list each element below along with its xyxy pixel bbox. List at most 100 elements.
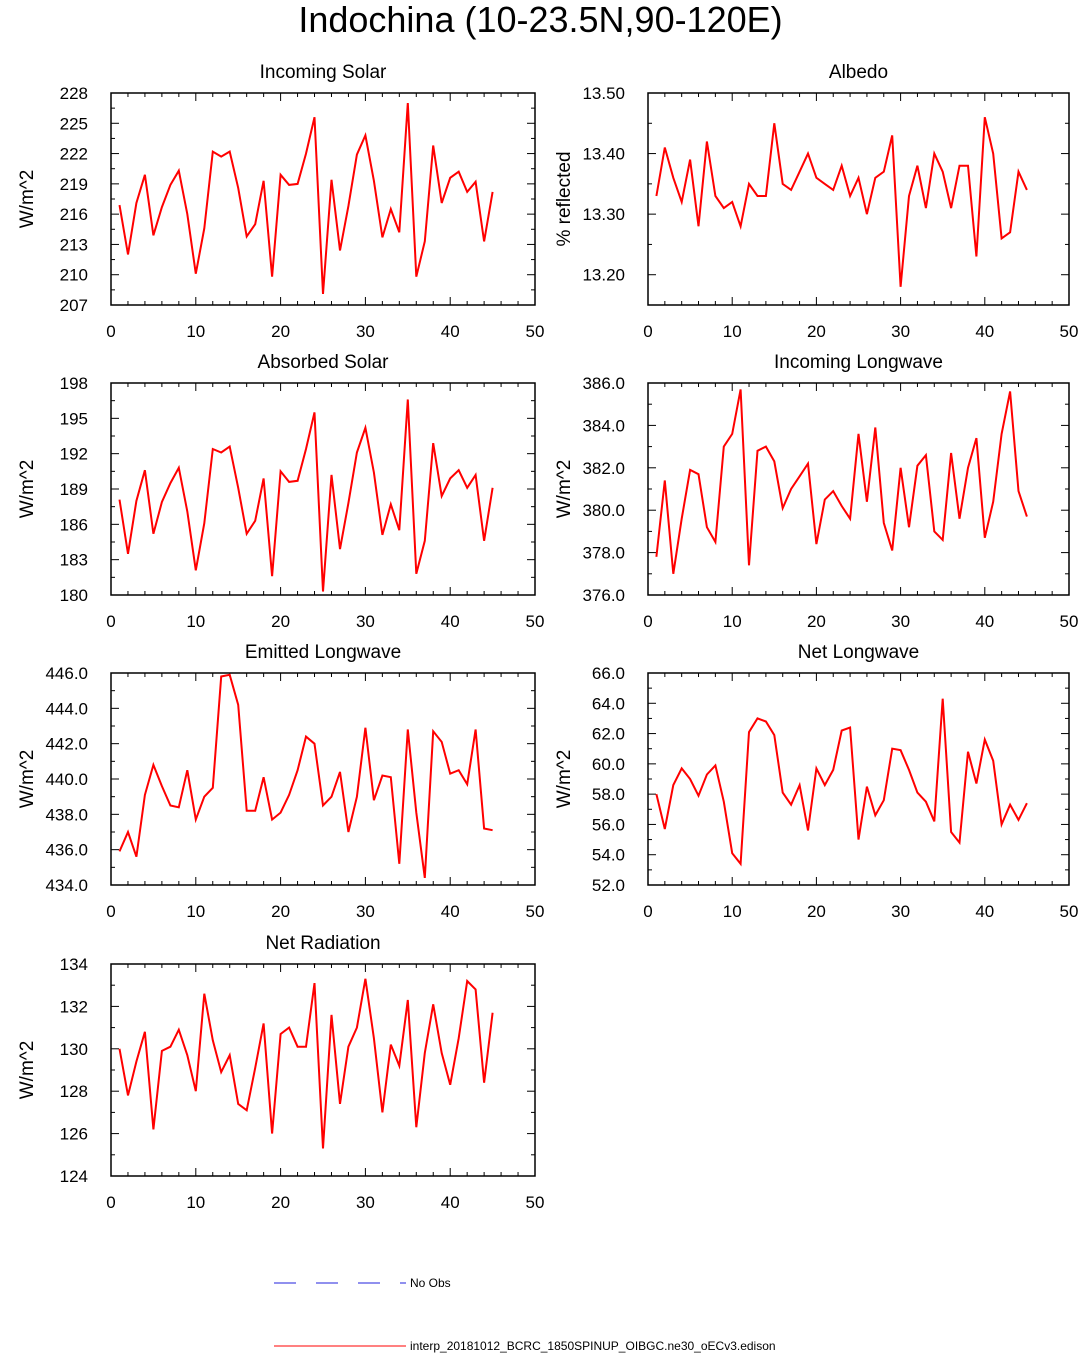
y-tick-label: 216 (60, 205, 88, 224)
series-line (118, 103, 494, 294)
x-tick-label: 50 (1060, 612, 1079, 631)
legend-label-model: interp_20181012_BCRC_1850SPINUP_OIBGC.ne… (410, 1339, 776, 1353)
y-tick-label: 130 (60, 1040, 88, 1059)
y-tick-label: 436.0 (45, 841, 88, 860)
y-tick-label: 126 (60, 1125, 88, 1144)
x-tick-label: 40 (441, 612, 460, 631)
y-tick-label: 56.0 (592, 815, 625, 834)
series-line (655, 116, 1028, 287)
x-tick-label: 40 (441, 902, 460, 921)
y-tick-label: 13.50 (582, 84, 625, 103)
y-tick-label: 210 (60, 266, 88, 285)
y-axis-label: W/m^2 (17, 170, 38, 229)
y-tick-label: 376.0 (582, 586, 625, 605)
x-tick-label: 30 (356, 902, 375, 921)
x-tick-label: 0 (106, 902, 115, 921)
x-tick-label: 0 (106, 612, 115, 631)
x-tick-label: 30 (891, 902, 910, 921)
y-tick-label: 382.0 (582, 459, 625, 478)
panel-incoming-solar: Incoming Solar W/m^2 0 10 20 30 40 50 207 210 213 2… (17, 62, 544, 341)
x-tick-label: 10 (723, 322, 742, 341)
y-axis-label: W/m^2 (554, 460, 575, 519)
y-axis-label: W/m^2 (17, 750, 38, 809)
y-tick-label: 186 (60, 515, 88, 534)
x-tick-label: 20 (807, 612, 826, 631)
y-tick-label: 386.0 (582, 374, 625, 393)
y-tick-label: 13.40 (582, 145, 625, 164)
y-tick-label: 378.0 (582, 544, 625, 563)
x-tick-label: 0 (643, 612, 652, 631)
y-tick-label: 52.0 (592, 876, 625, 895)
x-tick-label: 10 (186, 902, 205, 921)
figure-title: Indochina (10-23.5N,90-120E) (298, 0, 783, 40)
panel-emitted-longwave: Emitted Longwave W/m^2 0 10 20 30 40 50 434.0 436… (17, 642, 544, 921)
y-tick-label: 128 (60, 1082, 88, 1101)
y-tick-label: 58.0 (592, 785, 625, 804)
y-tick-label: 438.0 (45, 805, 88, 824)
panel-title: Albedo (829, 62, 888, 83)
series-line (118, 399, 494, 592)
x-tick-label: 0 (643, 322, 652, 341)
panel-net-longwave: Net Longwave W/m^2 0 10 20 30 40 50 52.0 54.0 56.0… (554, 642, 1078, 921)
x-tick-label: 40 (441, 322, 460, 341)
y-tick-label: 180 (60, 586, 88, 605)
y-tick-label: 207 (60, 296, 88, 315)
x-tick-label: 0 (106, 1193, 115, 1212)
x-tick-label: 30 (891, 322, 910, 341)
panel-title: Emitted Longwave (245, 642, 401, 663)
y-tick-label: 219 (60, 175, 88, 194)
x-tick-label: 30 (356, 322, 375, 341)
y-axis-label: % reflected (554, 151, 575, 246)
series-line (655, 698, 1028, 867)
x-tick-label: 10 (186, 322, 205, 341)
panel-albedo: Albedo % reflected 0 10 20 30 40 50 13.20 13.30 13… (554, 62, 1078, 341)
x-tick-label: 10 (723, 612, 742, 631)
legend-item-model: interp_20181012_BCRC_1850SPINUP_OIBGC.ne… (274, 1339, 776, 1353)
y-axis-label: W/m^2 (17, 460, 38, 519)
y-tick-label: 434.0 (45, 876, 88, 895)
x-tick-label: 0 (106, 322, 115, 341)
y-axis-label: W/m^2 (554, 750, 575, 809)
x-tick-label: 10 (186, 612, 205, 631)
x-tick-label: 10 (723, 902, 742, 921)
y-tick-label: 13.20 (582, 266, 625, 285)
x-tick-label: 20 (271, 612, 290, 631)
x-tick-label: 10 (186, 1193, 205, 1212)
x-tick-label: 40 (441, 1193, 460, 1212)
plot-frame (647, 92, 1070, 306)
y-tick-label: 442.0 (45, 735, 88, 754)
y-tick-label: 124 (60, 1167, 88, 1186)
y-tick-label: 60.0 (592, 755, 625, 774)
y-tick-label: 444.0 (45, 699, 88, 718)
x-tick-label: 50 (1060, 902, 1079, 921)
y-tick-label: 66.0 (592, 664, 625, 683)
series-line (655, 389, 1028, 574)
y-tick-label: 213 (60, 235, 88, 254)
series-line (118, 978, 494, 1149)
y-tick-label: 189 (60, 480, 88, 499)
panel-title: Incoming Solar (260, 62, 387, 83)
legend-label-no-obs: No Obs (410, 1276, 451, 1290)
y-axis-label: W/m^2 (17, 1041, 38, 1100)
x-tick-label: 50 (1060, 322, 1079, 341)
legend: No Obs interp_20181012_BCRC_1850SPINUP_O… (274, 1276, 776, 1353)
y-tick-label: 13.30 (582, 205, 625, 224)
panel-incoming-longwave: Incoming Longwave W/m^2 0 10 20 30 40 50 376.0 37… (554, 352, 1078, 631)
y-tick-label: 380.0 (582, 501, 625, 520)
y-tick-label: 440.0 (45, 770, 88, 789)
y-tick-label: 62.0 (592, 725, 625, 744)
x-tick-label: 50 (526, 612, 545, 631)
x-tick-label: 0 (643, 902, 652, 921)
x-tick-label: 50 (526, 1193, 545, 1212)
y-tick-label: 384.0 (582, 416, 625, 435)
plot-frame (110, 672, 536, 886)
panel-title: Incoming Longwave (774, 352, 943, 373)
legend-item-no-obs: No Obs (274, 1276, 451, 1290)
chart-panels: Incoming Solar W/m^2 0 10 20 30 40 50 207 210 213 2… (17, 62, 1078, 1212)
x-tick-label: 40 (975, 322, 994, 341)
y-tick-label: 64.0 (592, 694, 625, 713)
x-tick-label: 20 (271, 902, 290, 921)
x-tick-label: 20 (807, 902, 826, 921)
x-tick-label: 50 (526, 902, 545, 921)
y-tick-label: 54.0 (592, 846, 625, 865)
